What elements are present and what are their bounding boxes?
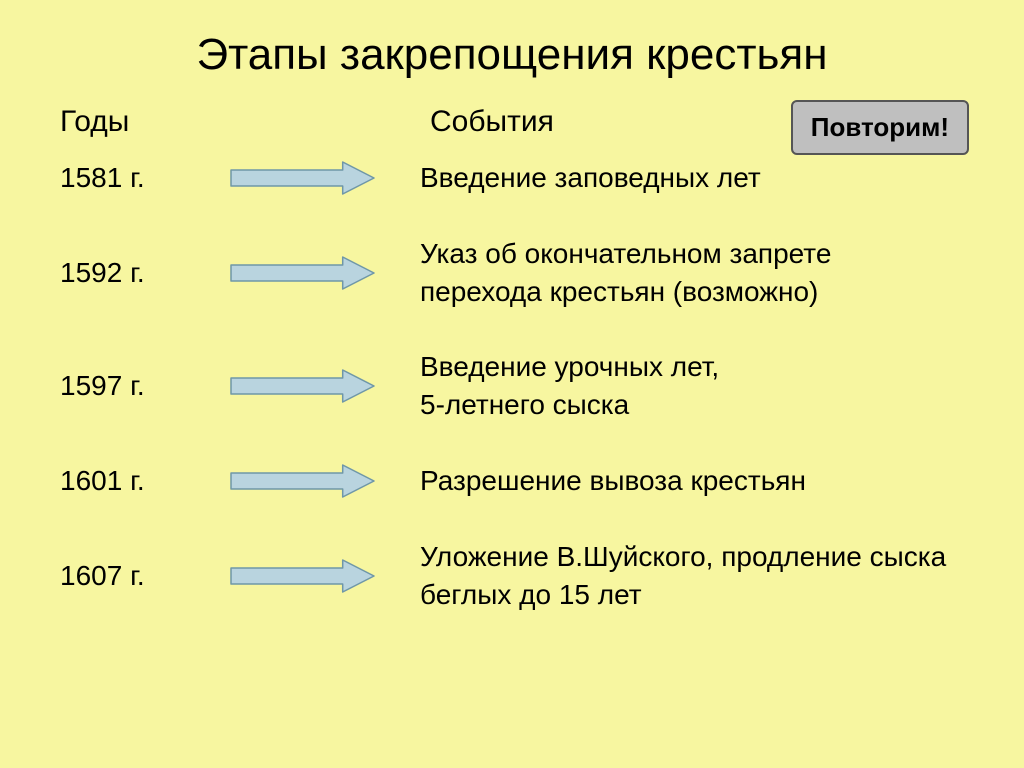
stage-row: 1597 г. Введение урочных лет, 5-летнего …	[60, 348, 964, 424]
stage-event: Уложение В.Шуйского, продление сыска бег…	[420, 538, 964, 614]
stage-row: 1581 г. Введение заповедных лет	[60, 159, 964, 197]
arrow-cell	[230, 559, 420, 593]
arrow-cell	[230, 464, 420, 498]
stage-year: 1592 г.	[60, 257, 230, 289]
review-badge[interactable]: Повторим!	[791, 100, 969, 155]
arrow-cell	[230, 369, 420, 403]
arrow-icon	[230, 161, 375, 195]
arrow-cell	[230, 256, 420, 290]
stage-row: 1592 г. Указ об окончательном запрете пе…	[60, 235, 964, 311]
years-header: Годы	[60, 105, 430, 139]
slide: Этапы закрепощения крестьян Годы События…	[0, 0, 1024, 768]
stage-year: 1601 г.	[60, 465, 230, 497]
arrow-icon	[230, 464, 375, 498]
stage-event: Введение урочных лет, 5-летнего сыска	[420, 348, 964, 424]
stage-year: 1581 г.	[60, 162, 230, 194]
arrow-cell	[230, 161, 420, 195]
arrow-icon	[230, 559, 375, 593]
slide-title: Этапы закрепощения крестьян	[60, 30, 964, 80]
stage-rows: 1581 г. Введение заповедных лет 1592 г. У…	[60, 159, 964, 613]
stage-event: Введение заповедных лет	[420, 159, 964, 197]
arrow-icon	[230, 256, 375, 290]
stage-event: Разрешение вывоза крестьян	[420, 462, 964, 500]
arrow-icon	[230, 369, 375, 403]
stage-event: Указ об окончательном запрете перехода к…	[420, 235, 964, 311]
events-header: События	[430, 105, 554, 139]
stage-year: 1597 г.	[60, 370, 230, 402]
stage-row: 1601 г. Разрешение вывоза крестьян	[60, 462, 964, 500]
stage-year: 1607 г.	[60, 560, 230, 592]
review-badge-label: Повторим!	[811, 112, 949, 142]
stage-row: 1607 г. Уложение В.Шуйского, продление с…	[60, 538, 964, 614]
